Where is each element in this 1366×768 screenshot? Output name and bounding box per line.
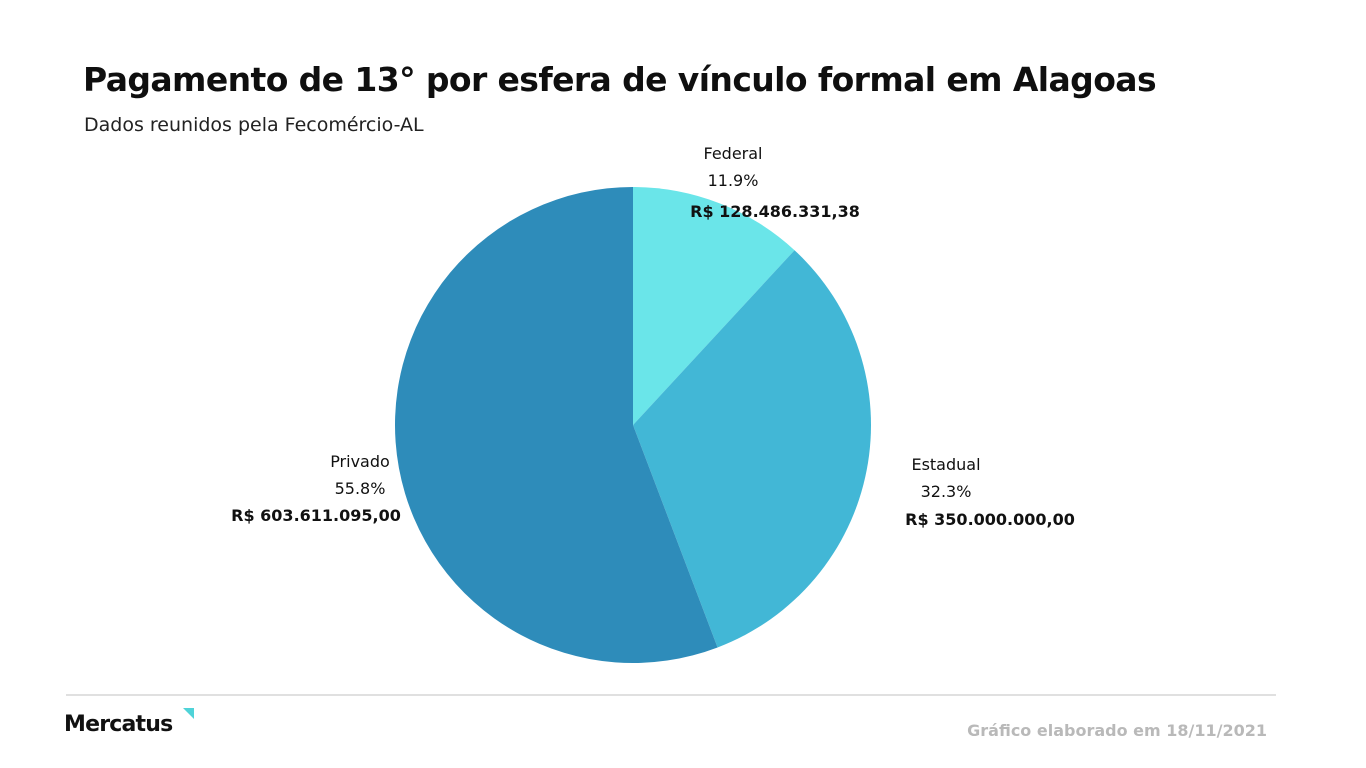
slice-value-privado: R$ 603.611.095,00 bbox=[231, 506, 401, 525]
slice-value-estadual: R$ 350.000.000,00 bbox=[905, 510, 1075, 529]
brand-logo: Mercatus bbox=[64, 708, 194, 746]
chart-subtitle: Dados reunidos pela Fecomércio-AL bbox=[84, 114, 424, 136]
slice-percent-privado: 55.8% bbox=[335, 479, 386, 498]
pie-slice-privado bbox=[394, 187, 718, 663]
slice-percent-federal: 11.9% bbox=[708, 171, 759, 190]
slice-label-estadual: Estadual bbox=[911, 455, 980, 474]
chart-title: Pagamento de 13° por esfera de vínculo f… bbox=[83, 60, 1157, 99]
pie-slice-estadual bbox=[633, 250, 871, 648]
footer-divider bbox=[66, 694, 1276, 696]
chart-date-note: Gráfico elaborado em 18/11/2021 bbox=[967, 721, 1267, 740]
slice-label-privado: Privado bbox=[330, 452, 390, 471]
slice-value-federal: R$ 128.486.331,38 bbox=[690, 202, 860, 221]
slice-label-federal: Federal bbox=[704, 144, 763, 163]
brand-name: Mercatus bbox=[64, 712, 173, 737]
pie-slice-federal bbox=[633, 187, 795, 425]
brand-mark-icon bbox=[183, 708, 194, 719]
slice-percent-estadual: 32.3% bbox=[921, 482, 972, 501]
